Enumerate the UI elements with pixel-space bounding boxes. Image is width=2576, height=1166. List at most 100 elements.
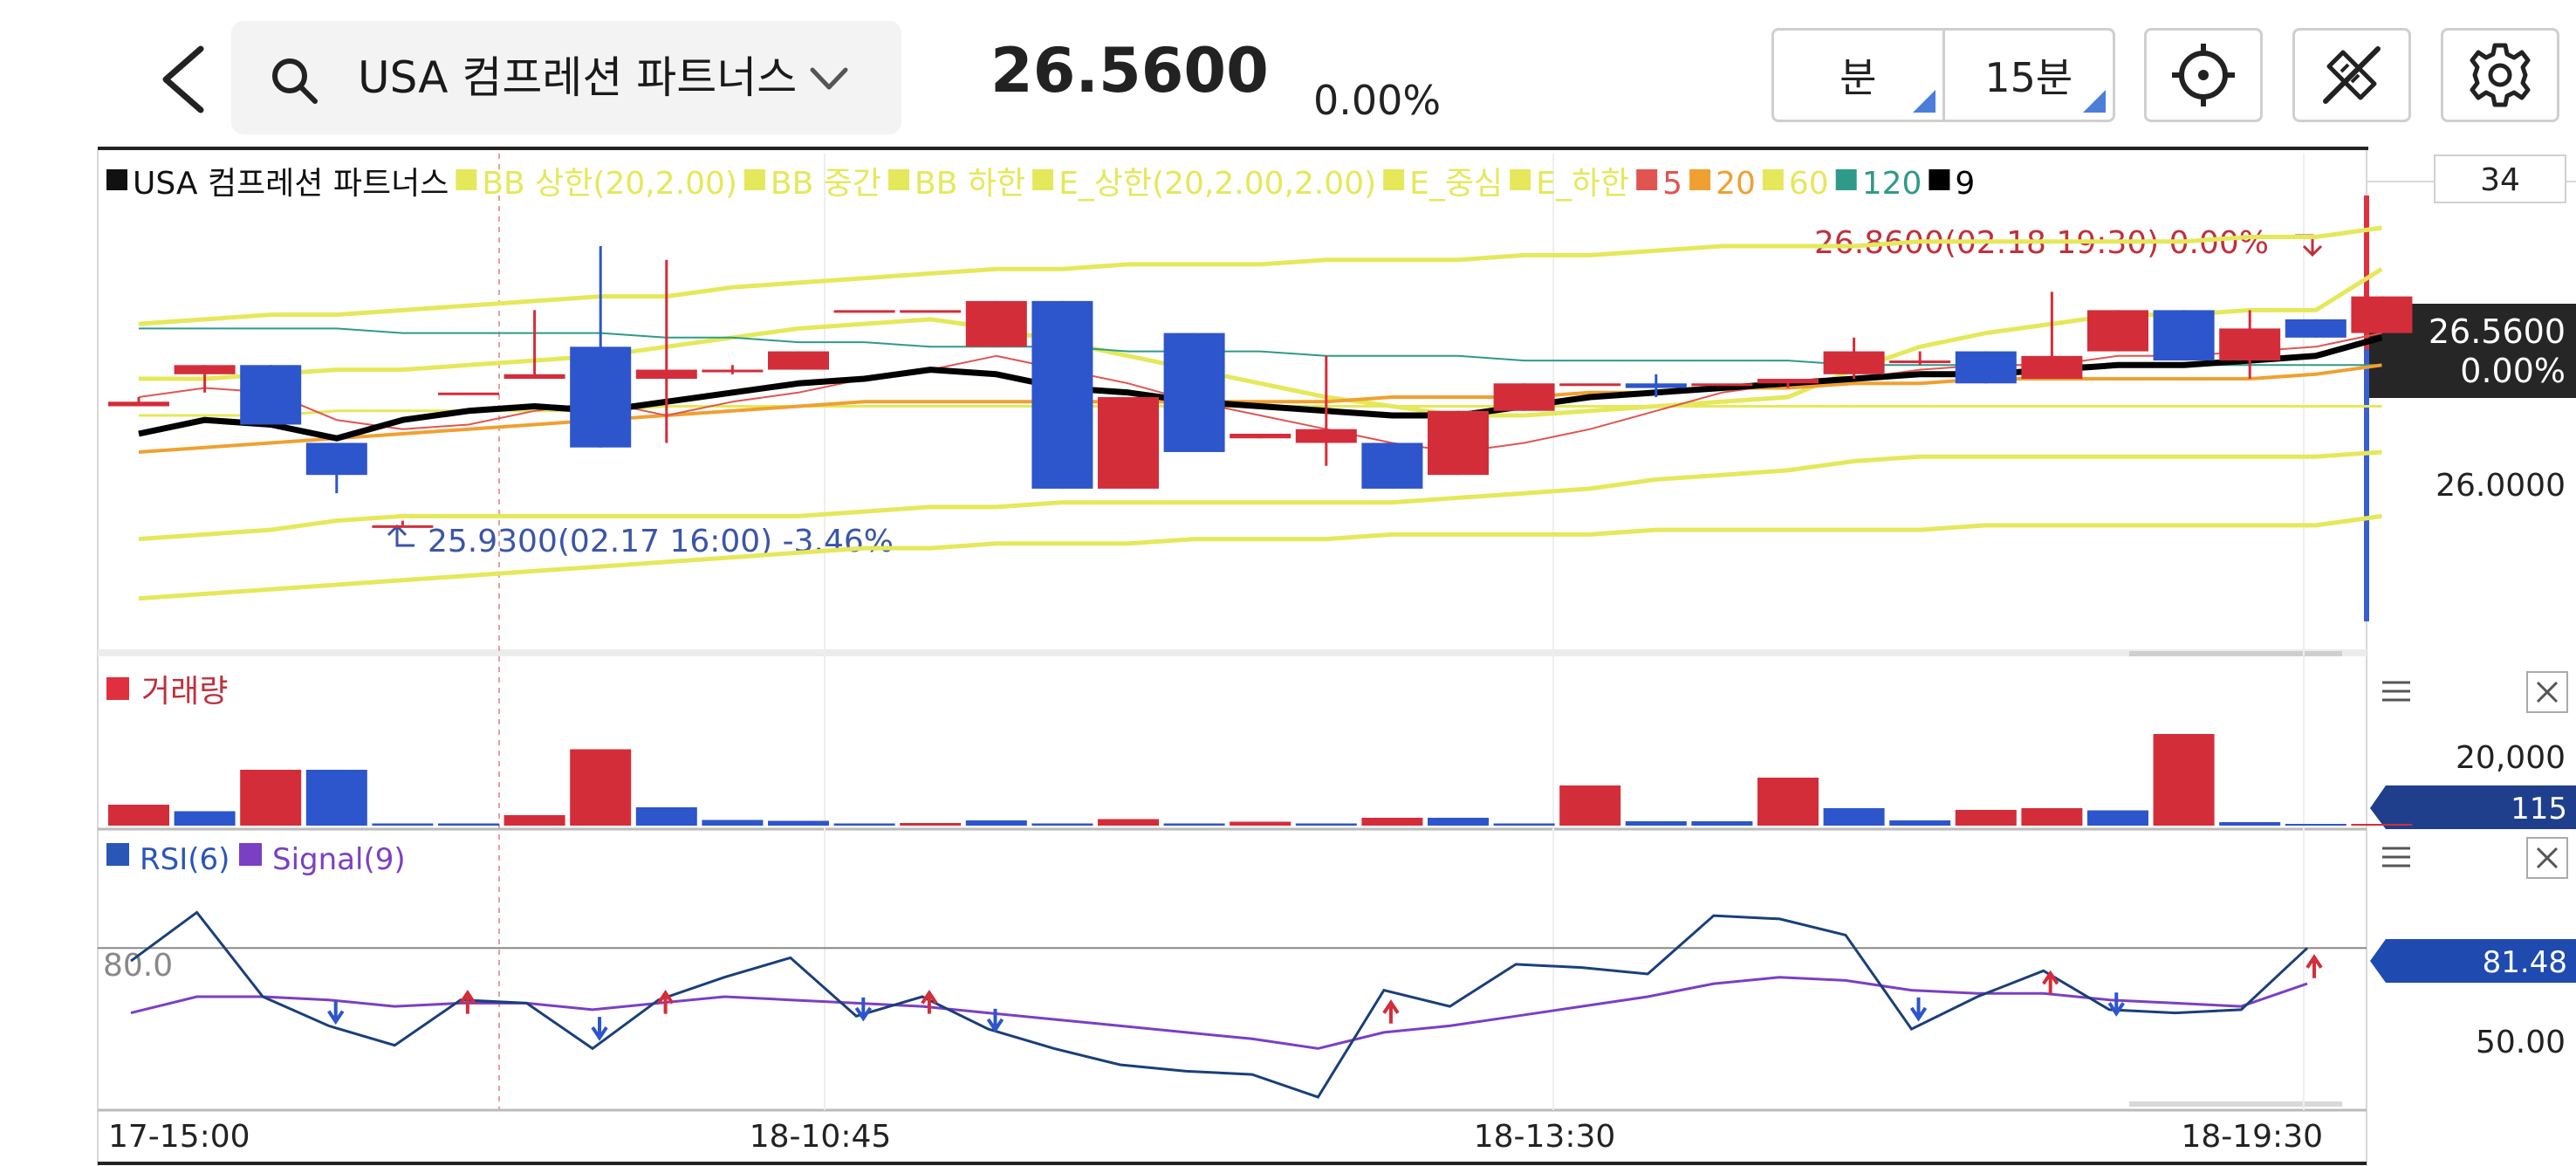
price-axis-top: 34 — [2480, 162, 2520, 198]
legend-swatch — [106, 169, 127, 190]
volume-bar — [372, 823, 434, 826]
volume-title: 거래량 — [141, 674, 228, 710]
ma120-line — [139, 327, 2382, 367]
crosshair-button[interactable] — [2144, 28, 2263, 122]
candle-body — [965, 300, 1027, 347]
legend-swatch — [1383, 169, 1405, 190]
volume-bar — [833, 823, 895, 826]
price-legend: USA 컴프레션 파트너스 BB 상한(20,2.00) BB 중간 BB 하한 E_상… — [106, 166, 1975, 202]
drawing-tools-off-icon — [2323, 46, 2381, 104]
ma5-line — [138, 332, 2382, 453]
sell-arrow-icon — [1909, 997, 1928, 1022]
volume-bar — [108, 805, 169, 826]
legend-swatch — [1032, 169, 1054, 190]
low-arrow-icon — [387, 524, 414, 547]
price-axis-top-box — [2434, 154, 2566, 203]
envelope-lower-line — [138, 449, 2382, 542]
candle-body — [1691, 383, 1753, 387]
signal-legend-label: Signal(9) — [272, 842, 406, 877]
buy-arrow-icon — [2305, 954, 2323, 978]
rsi-panel-menu-icon[interactable] — [2382, 847, 2410, 868]
drawing-tools-button[interactable] — [2292, 28, 2411, 122]
dropdown-corner-icon — [1912, 90, 1935, 113]
x-tick-label: 17-15:00 — [108, 1119, 250, 1155]
rsi-current-value: 81.48 — [2483, 945, 2567, 980]
volume-bar — [2219, 822, 2281, 826]
volume-panel-menu-icon[interactable] — [2382, 681, 2410, 702]
toolbar-divider — [98, 147, 2368, 150]
change-percent: 0.00% — [1313, 77, 1442, 124]
x-tick-label: 18-10:45 — [750, 1119, 892, 1155]
sell-arrow-icon — [591, 1017, 608, 1041]
sell-arrow-icon — [986, 1008, 1004, 1033]
back-button[interactable] — [147, 40, 225, 119]
candle-body — [1955, 351, 2017, 384]
candle-body — [833, 310, 895, 313]
candle-body — [1428, 410, 1489, 476]
volume-bar — [1295, 823, 1357, 826]
candle-body — [1098, 397, 1159, 489]
volume-bar — [1823, 808, 1885, 826]
legend-label: BB 하한 — [915, 166, 1025, 202]
candle-body — [174, 365, 236, 374]
volume-bar — [1691, 821, 1753, 826]
candle-body — [372, 525, 434, 528]
period-unit-button[interactable]: 분 — [1774, 31, 1942, 120]
legend-swatch — [1929, 169, 1950, 190]
rsi-legend-swatch — [106, 843, 129, 866]
rsi-line — [130, 910, 2309, 1099]
top-toolbar: USA 컴프레션 파트너스 26.5600 0.00% 분 15분 — [0, 0, 2576, 148]
volume-current-value: 115 — [2511, 792, 2567, 826]
legend-label: E_중심 — [1409, 166, 1503, 202]
volume-bar — [1493, 823, 1555, 826]
indicator-overlays — [138, 225, 2383, 601]
volume-bar — [1428, 818, 1489, 826]
candle-body — [1361, 442, 1423, 489]
rsi-lines — [98, 910, 2367, 1099]
bb-upper-line — [138, 225, 2382, 326]
legend-swatch — [888, 169, 909, 190]
candle-body — [1493, 383, 1555, 411]
legend-label: 120 — [1862, 166, 1922, 202]
legend-swatch — [1835, 169, 1857, 190]
x-tick-label: 18-13:30 — [1474, 1119, 1616, 1155]
candle-body — [635, 369, 697, 380]
current-price-tag — [2367, 304, 2576, 398]
rsi-ref-label: 80.0 — [103, 948, 173, 984]
settings-button[interactable] — [2441, 28, 2559, 122]
candle-body — [2285, 319, 2346, 338]
buy-arrow-icon — [2042, 970, 2059, 995]
volume-bar — [438, 823, 499, 826]
dropdown-corner-icon — [2083, 90, 2106, 113]
signal-line — [130, 976, 2308, 1050]
low-annotation: 25.9300(02.17 16:00) -3.46% — [428, 524, 894, 559]
volume-bar — [570, 749, 632, 826]
rsi-current-tag — [2370, 939, 2576, 983]
ma20-line — [138, 363, 2382, 454]
candle-body — [2153, 310, 2215, 361]
bb-lower-line — [138, 513, 2382, 601]
rsi-panel-close-icon[interactable] — [2526, 837, 2568, 879]
candle-body — [702, 369, 764, 373]
candle-body — [1295, 429, 1357, 443]
volume-bar — [2021, 808, 2083, 826]
stock-search-box[interactable]: USA 컴프레션 파트너스 — [231, 21, 901, 134]
candles — [108, 245, 2413, 528]
buy-arrow-icon — [1382, 999, 1400, 1024]
envelope-upper-line — [139, 267, 2383, 418]
chevron-down-icon[interactable] — [807, 59, 851, 98]
gear-icon — [2470, 43, 2531, 107]
legend-swatch — [743, 169, 765, 190]
volume-bar — [305, 770, 367, 826]
volume-bars — [108, 734, 2413, 826]
candle-body — [1757, 379, 1819, 384]
volume-panel-close-icon[interactable] — [2526, 671, 2568, 713]
candle-body — [1031, 300, 1093, 489]
candle-body — [1889, 360, 1951, 364]
period-unit-label: 분 — [1840, 54, 1877, 101]
period-value-button[interactable]: 15분 — [1942, 31, 2114, 120]
legend-swatch — [1689, 169, 1711, 190]
legend-label: E_하한 — [1536, 166, 1629, 202]
current-price-tag-change: 0.00% — [2460, 352, 2566, 390]
